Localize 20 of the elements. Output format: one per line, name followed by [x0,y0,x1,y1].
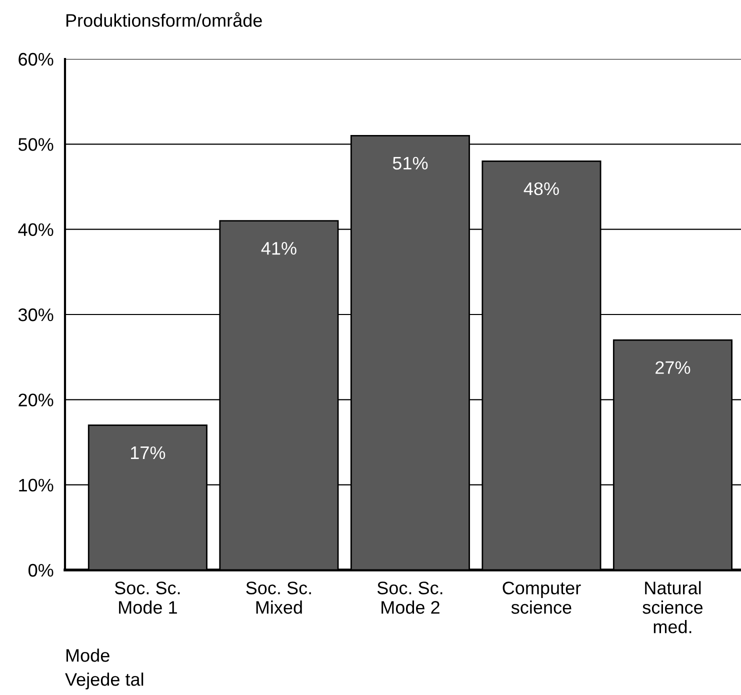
data-label: 41% [261,242,296,255]
y-tick-label: 10% [19,478,54,492]
y-tick-label: 0% [28,564,54,577]
x-tick-label: Soc. Sc. Mode 1 [114,582,180,614]
data-label: 27% [656,361,690,374]
y-tick-label: 20% [18,394,54,406]
x-tick-label: Computer science [502,582,581,614]
data-label: 51% [392,156,428,170]
y-tick-label: 40% [18,223,54,236]
text: Mode [66,648,110,662]
data-label: 48% [524,182,559,196]
y-tick-label: 30% [18,308,54,322]
data-label: 17% [131,446,166,460]
x-tick-label: Natural science med. [642,581,703,634]
x-tick-label: Soc. Sc. Mode 2 [377,582,442,614]
y-tick-label: 50% [18,138,54,151]
chart-title: Produktionsform/område [66,12,262,27]
x-tick-label: Soc. Sc. Mixed [246,582,311,614]
text: Vejede tal [65,672,144,690]
y-tick-label: 60% [18,52,54,66]
